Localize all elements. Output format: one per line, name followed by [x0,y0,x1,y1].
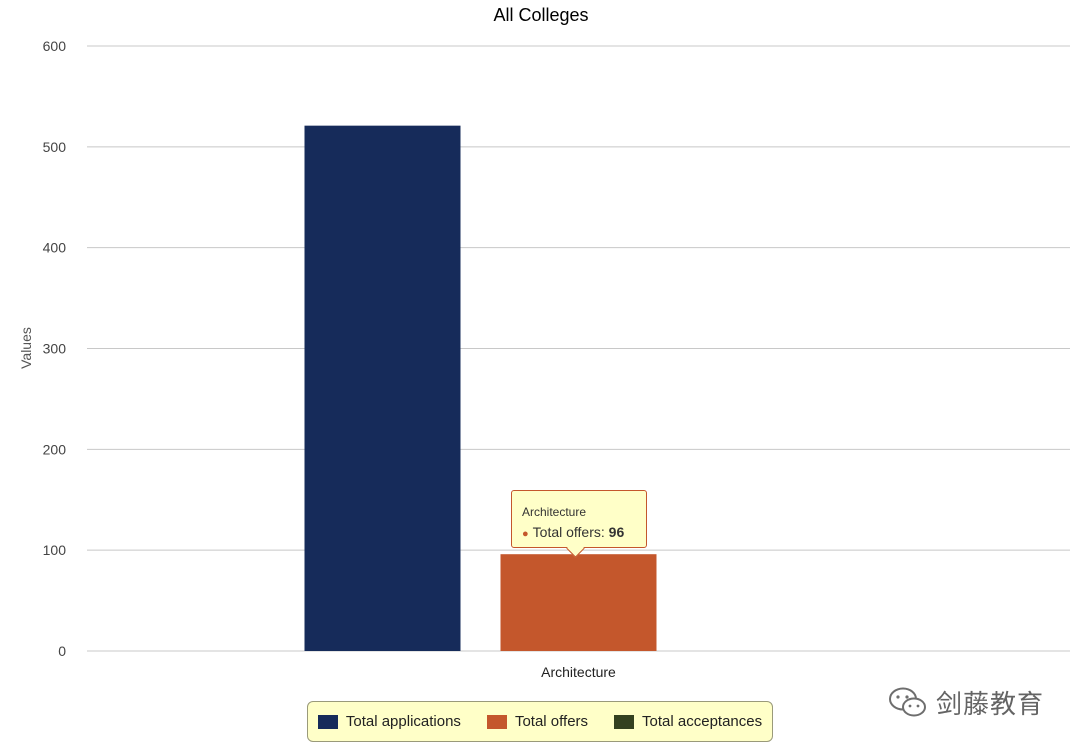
y-tick-label: 200 [43,441,67,457]
y-tick-labels: 0 100 200 300 400 500 600 [43,38,67,659]
watermark: 剑藤教育 [888,684,1044,721]
y-tick-label: 0 [58,643,66,659]
bar-total-applications[interactable] [304,125,461,652]
wechat-icon [888,687,926,716]
tooltip-title: Architecture [522,505,587,519]
tooltip-dot-icon: ● [522,528,529,540]
legend-item-acceptances[interactable]: Total acceptances [614,713,762,730]
legend-label-offers: Total offers [514,713,589,730]
watermark-text: 剑藤教育 [935,689,1044,719]
legend-item-applications[interactable]: Total applications [317,713,461,730]
chart-title: All Colleges [493,5,588,25]
y-tick-label: 100 [43,542,67,558]
tooltip-value: 96 [608,524,625,540]
y-tick-label: 600 [43,38,67,54]
tooltip: Architecture ● Total offers: 96 [511,490,647,558]
y-tick-label: 300 [43,341,67,357]
legend-swatch-applications [317,714,338,729]
legend-label-applications: Total applications [345,713,461,730]
legend: Total applications Total offers Total ac… [307,701,773,742]
y-axis-label: Values [18,327,34,369]
tooltip-row: ● Total offers: 96 [522,521,646,545]
gridlines [87,45,1070,652]
legend-swatch-offers [486,714,507,729]
y-tick-label: 400 [43,240,67,256]
bars [304,125,657,652]
x-tick-labels: Architecture [541,664,616,680]
legend-item-offers[interactable]: Total offers [486,713,589,730]
y-tick-label: 500 [43,139,67,155]
tooltip-label: Total offers: [532,524,609,540]
bar-total-offers[interactable] [500,554,657,651]
legend-label-acceptances: Total acceptances [642,713,763,730]
legend-swatch-acceptances [614,714,635,729]
x-tick-label: Architecture [541,664,616,680]
